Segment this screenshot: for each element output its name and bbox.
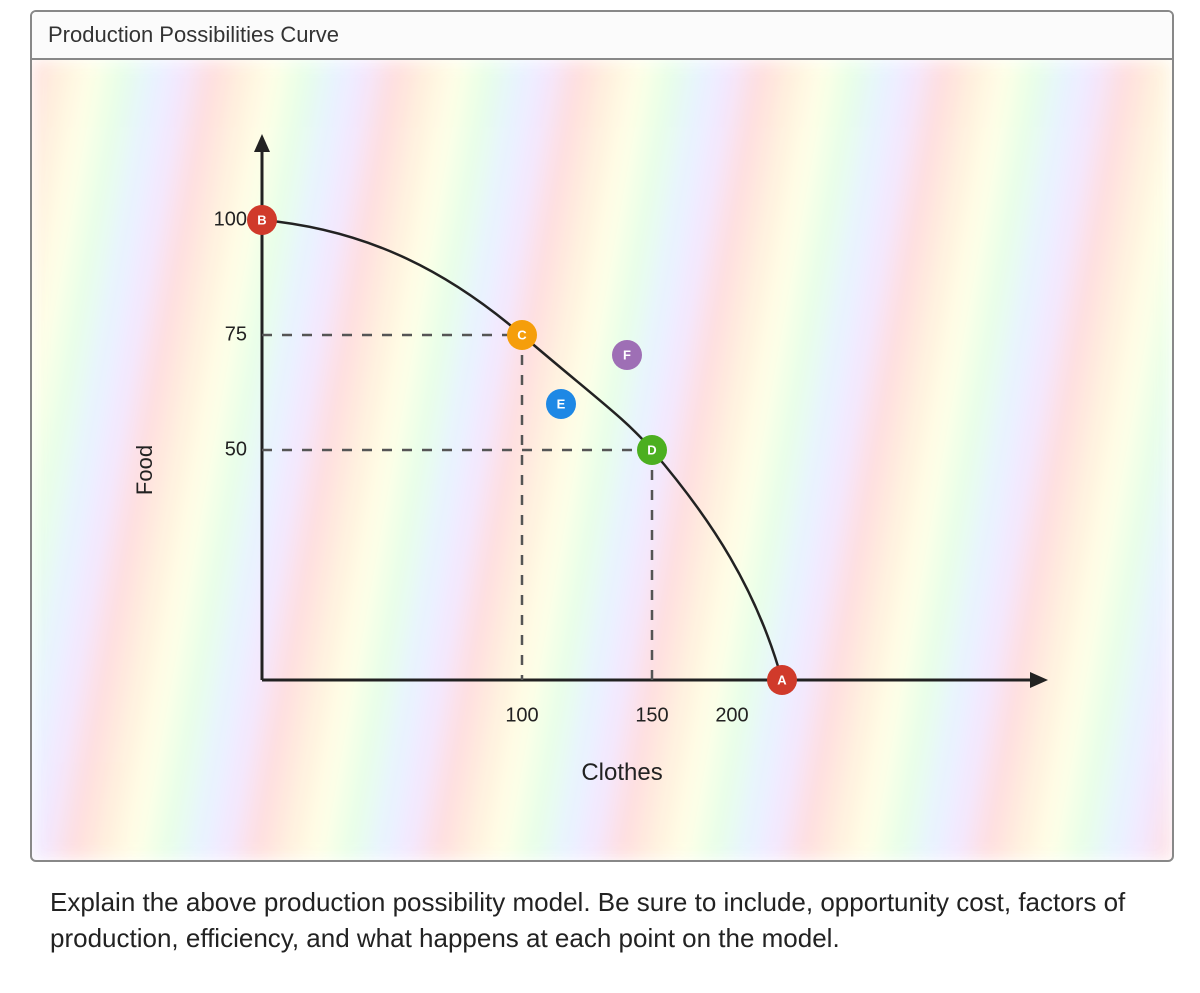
point-f-label: F xyxy=(623,348,631,363)
chart-panel: Production Possibilities Curve xyxy=(30,10,1174,862)
point-b-label: B xyxy=(257,213,266,228)
point-e-label: E xyxy=(557,397,566,412)
question-prompt: Explain the above production possibility… xyxy=(50,884,1160,957)
x-axis-arrow xyxy=(1030,672,1048,688)
y-axis-label: Food xyxy=(132,445,157,495)
ytick-50: 50 xyxy=(225,438,247,460)
xtick-200: 200 xyxy=(715,705,748,727)
page: Production Possibilities Curve xyxy=(0,0,1200,993)
point-a-label: A xyxy=(777,673,787,688)
chart-area: B C D A E F 100 75 50 xyxy=(32,60,1172,860)
point-d-label: D xyxy=(647,443,656,458)
ppc-chart-svg: B C D A E F 100 75 50 xyxy=(32,60,1172,860)
xtick-150: 150 xyxy=(635,705,668,727)
y-axis-arrow xyxy=(254,134,270,152)
point-c-label: C xyxy=(517,328,527,343)
x-axis-label: Clothes xyxy=(581,759,662,786)
panel-title: Production Possibilities Curve xyxy=(32,12,1172,60)
ytick-100: 100 xyxy=(214,208,247,230)
xtick-100: 100 xyxy=(505,705,538,727)
ytick-75: 75 xyxy=(225,323,247,345)
